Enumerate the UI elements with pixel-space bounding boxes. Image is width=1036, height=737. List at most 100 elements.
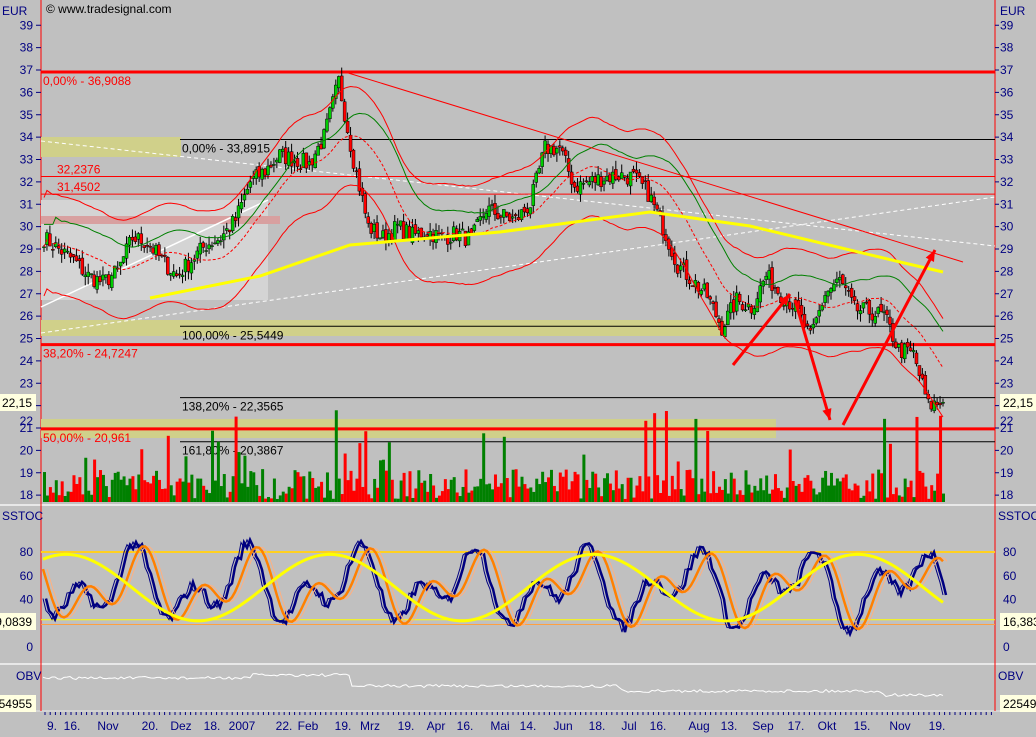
candle	[56, 245, 61, 249]
candle	[734, 292, 739, 312]
volume-bar	[367, 494, 371, 502]
volume-bar	[435, 497, 439, 502]
volume-bar	[877, 469, 881, 502]
volume-bar	[685, 470, 689, 502]
candle	[587, 181, 592, 186]
candle	[867, 300, 872, 315]
fib-level-label: 50,00% - 20,961	[43, 431, 131, 445]
candle	[207, 244, 211, 250]
candle	[569, 171, 574, 185]
stoch-tick-right: 60	[1003, 569, 1017, 583]
fib-zone	[41, 216, 280, 224]
volume-bar	[293, 470, 297, 502]
candle	[678, 265, 683, 271]
volume-bar	[594, 473, 598, 502]
candle	[873, 316, 877, 324]
candle	[578, 181, 583, 195]
volume-bar	[101, 474, 105, 502]
candle	[917, 365, 922, 377]
candle	[938, 403, 942, 406]
stoch-value-right-box	[1000, 613, 1036, 630]
volume-bar	[885, 497, 889, 502]
candle	[372, 224, 376, 232]
obv-title-left: OBV	[16, 669, 41, 683]
y-tick-label-left: 28	[20, 264, 34, 278]
candle	[363, 193, 368, 214]
volume-bar	[897, 495, 901, 502]
volume-bar	[688, 469, 692, 502]
candle	[749, 306, 754, 314]
candle	[224, 228, 229, 231]
candle	[298, 168, 303, 170]
stoch-tick-left: 0	[26, 640, 33, 654]
candle	[107, 274, 111, 286]
y-tick-label-right: 39	[1000, 18, 1014, 32]
volume-bar	[903, 478, 907, 502]
volume-bar	[370, 498, 374, 502]
volume-bar	[862, 495, 866, 502]
arrow-head-icon	[822, 408, 832, 420]
candle	[608, 174, 612, 183]
copyright-text: © www.tradesignal.com	[46, 2, 172, 16]
y-tick-label-left: 22	[20, 414, 34, 428]
candle	[230, 215, 235, 231]
resistance-trendline	[344, 71, 964, 263]
candle	[260, 168, 264, 180]
candle	[71, 254, 76, 258]
volume-bar	[314, 487, 318, 502]
volume-bar	[942, 493, 945, 502]
candle	[838, 277, 842, 281]
volume-bar	[470, 490, 474, 502]
arrow-head-icon	[925, 250, 935, 262]
candle	[198, 242, 202, 255]
volume-bar	[535, 478, 539, 502]
volume-bar	[152, 475, 156, 502]
candle	[469, 228, 474, 234]
x-tick-label: 22.	[276, 719, 293, 733]
candle	[124, 243, 129, 259]
volume-bar	[51, 492, 55, 502]
volume-bar	[417, 470, 421, 502]
volume-bar	[779, 490, 783, 502]
volume-bar	[443, 479, 447, 502]
volume-bar	[564, 469, 568, 502]
volume-bar	[650, 498, 654, 502]
bollinger-lower	[43, 184, 944, 418]
candle	[463, 230, 468, 246]
volume-bar	[703, 491, 707, 502]
candle	[316, 145, 320, 156]
volume-bar	[202, 485, 206, 502]
volume-bar	[246, 486, 250, 502]
volume-bar	[54, 480, 58, 502]
x-tick-label: 19.	[398, 719, 415, 733]
volume-bar	[505, 478, 509, 502]
volume-bar	[806, 475, 810, 502]
volume-bar	[93, 459, 97, 502]
candle	[864, 301, 869, 304]
fib-level-label: 32,2376	[57, 163, 101, 177]
candle	[345, 120, 350, 133]
volume-bar	[60, 481, 64, 502]
x-tick-label: Dez	[170, 719, 191, 733]
candle	[631, 168, 636, 172]
candle	[852, 296, 857, 301]
candle	[561, 147, 565, 152]
volume-bar	[709, 493, 713, 502]
candle	[885, 309, 889, 315]
volume-bar	[812, 488, 816, 502]
volume-bar	[69, 491, 73, 502]
y-tick-label-right: 29	[1000, 242, 1014, 256]
volume-bar	[773, 474, 777, 502]
x-tick-label: Nov	[889, 719, 910, 733]
volume-bar	[868, 491, 872, 502]
y-tick-label-left: 18	[20, 488, 34, 502]
candle	[723, 326, 727, 337]
candle	[843, 285, 848, 289]
volume-bar	[664, 411, 668, 502]
volume-bar	[800, 491, 804, 502]
volume-bar	[676, 461, 680, 502]
candle	[174, 273, 179, 276]
candle	[74, 255, 79, 262]
obv-title-right: OBV	[998, 669, 1023, 683]
